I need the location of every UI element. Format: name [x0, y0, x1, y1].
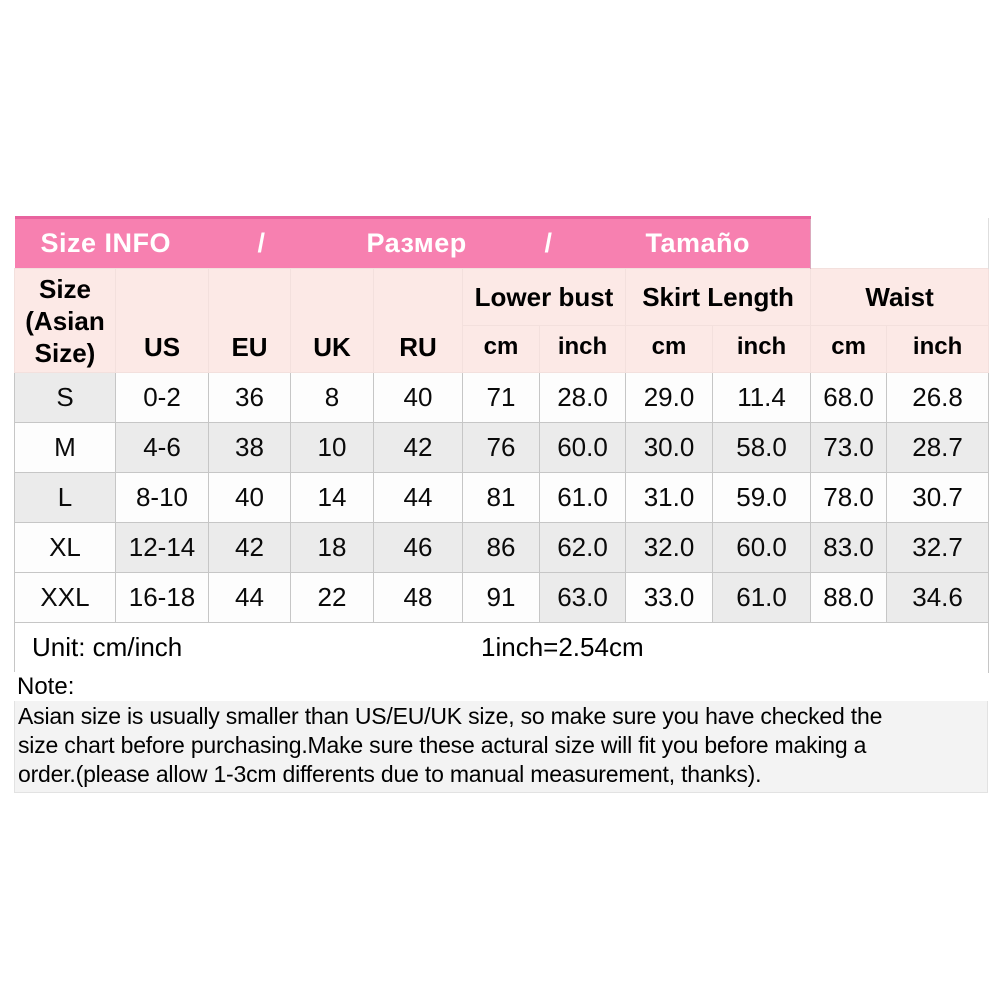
unit-row-cell: Unit: cm/inch 1inch=2.54cm: [13, 622, 990, 673]
units-header-row: cm inch cm inch cm inch: [15, 325, 990, 373]
data-cell: 31.0: [625, 472, 713, 523]
data-cell: 32.0: [625, 522, 713, 573]
data-cell: 14: [290, 472, 374, 523]
data-cell: 61.0: [539, 472, 626, 523]
note-body: Asian size is usually smaller than US/EU…: [14, 701, 988, 793]
data-cell: 40: [208, 472, 291, 523]
title-separator: /: [257, 228, 266, 258]
title-separator: /: [544, 228, 553, 258]
data-cell: 28.7: [886, 422, 990, 473]
data-cell: 48: [373, 572, 463, 623]
data-cell: 28.0: [539, 372, 626, 423]
data-cell: 88.0: [810, 572, 888, 623]
data-cell: 81: [462, 472, 540, 523]
data-cell: 18: [290, 522, 374, 573]
uk-column-header: UK: [290, 268, 374, 373]
data-cell: 59.0: [711, 472, 812, 523]
data-cell: 71: [462, 372, 540, 423]
unit-column-header-inch: inch: [539, 325, 626, 373]
group-header-row: Size (Asian Size) US EU UK RU Lower bust…: [14, 268, 990, 373]
data-cell: 40: [373, 372, 463, 423]
data-cell: 12-14: [115, 522, 209, 573]
data-cell: 4-6: [115, 422, 209, 473]
data-cell: 60.0: [539, 422, 626, 473]
note-line: size chart before purchasing.Make sure t…: [18, 732, 867, 758]
unit-column-header-cm: cm: [462, 325, 540, 373]
note-line: Asian size is usually smaller than US/EU…: [18, 703, 883, 729]
data-cell: 46: [373, 522, 463, 573]
ru-column-header: RU: [373, 268, 463, 373]
unit-column-header-inch: inch: [886, 325, 990, 373]
size-chart-table: Size INFO / Размер / Tamaño Size (Asian …: [13, 216, 990, 673]
unit-row: Unit: cm/inch 1inch=2.54cm: [13, 622, 990, 673]
unit-label: Unit: cm/inch: [32, 632, 183, 662]
data-cell: 91: [462, 572, 540, 623]
data-cell: 68.0: [810, 372, 888, 423]
data-cell: 76: [462, 422, 540, 473]
title-blank-cell: [810, 217, 990, 269]
conversion-label: 1inch=2.54cm: [481, 632, 644, 662]
data-cell: 30.7: [886, 472, 990, 523]
data-cell: 8: [290, 372, 374, 423]
data-cell: 42: [208, 522, 291, 573]
size-info-title-bar: Size INFO / Размер / Tamaño: [14, 216, 812, 269]
data-cell: 38: [208, 422, 291, 473]
data-cell: 33.0: [625, 572, 713, 623]
table-row-m: M 4-6 38 10 42 76 60.0 30.0 58.0 73.0 28…: [14, 422, 990, 473]
data-cell: 16-18: [115, 572, 209, 623]
data-cell: 60.0: [711, 522, 812, 573]
data-cell: 63.0: [539, 572, 626, 623]
data-cell: 61.0: [711, 572, 812, 623]
lower-bust-group-header: Lower bust: [462, 268, 626, 326]
unit-column-header-cm: cm: [625, 325, 713, 373]
data-cell: 44: [208, 572, 291, 623]
data-cell: 83.0: [810, 522, 888, 573]
title-segment-tamano: Tamaño: [645, 228, 751, 258]
data-cell: 29.0: [625, 372, 713, 423]
data-cell: 36: [208, 372, 291, 423]
data-cell: 0-2: [115, 372, 209, 423]
size-label-cell: XL: [14, 522, 116, 573]
title-segment-razmer: Размер: [366, 228, 467, 258]
data-cell: 42: [373, 422, 463, 473]
size-label-cell: M: [14, 422, 116, 473]
note-line: order.(please allow 1-3cm differents due…: [18, 761, 762, 787]
table-row-xxl: XXL 16-18 44 22 48 91 63.0 33.0 61.0 88.…: [14, 572, 990, 623]
note-title: Note:: [14, 672, 988, 701]
title-segment-size-info: Size INFO: [40, 228, 172, 258]
unit-column-header-inch: inch: [711, 325, 812, 373]
data-cell: 11.4: [711, 372, 812, 423]
table-row-s: S 0-2 36 8 40 71 28.0 29.0 11.4 68.0 26.…: [14, 372, 990, 423]
data-cell: 73.0: [810, 422, 888, 473]
title-row: Size INFO / Размер / Tamaño: [14, 216, 990, 269]
data-cell: 78.0: [810, 472, 888, 523]
data-cell: 22: [290, 572, 374, 623]
data-cell: 34.6: [886, 572, 990, 623]
data-cell: 30.0: [625, 422, 713, 473]
data-cell: 26.8: [886, 372, 990, 423]
data-cell: 10: [290, 422, 374, 473]
table-row-xl: XL 12-14 42 18 46 86 62.0 32.0 60.0 83.0…: [14, 522, 990, 573]
data-cell: 86: [462, 522, 540, 573]
data-cell: 62.0: [539, 522, 626, 573]
data-cell: 44: [373, 472, 463, 523]
note-section: Note: Asian size is usually smaller than…: [14, 672, 988, 793]
eu-column-header: EU: [208, 268, 291, 373]
data-cell: 58.0: [711, 422, 812, 473]
size-label-cell: L: [14, 472, 116, 523]
table-row-l: L 8-10 40 14 44 81 61.0 31.0 59.0 78.0 3…: [14, 472, 990, 523]
data-cell: 8-10: [115, 472, 209, 523]
us-column-header: US: [115, 268, 209, 373]
unit-column-header-cm: cm: [810, 325, 888, 373]
waist-group-header: Waist: [810, 268, 990, 326]
size-label-cell: S: [14, 372, 116, 423]
size-label-cell: XXL: [14, 572, 116, 623]
size-column-header: Size (Asian Size): [14, 268, 116, 373]
skirt-length-group-header: Skirt Length: [624, 268, 812, 326]
data-cell: 32.7: [886, 522, 990, 573]
